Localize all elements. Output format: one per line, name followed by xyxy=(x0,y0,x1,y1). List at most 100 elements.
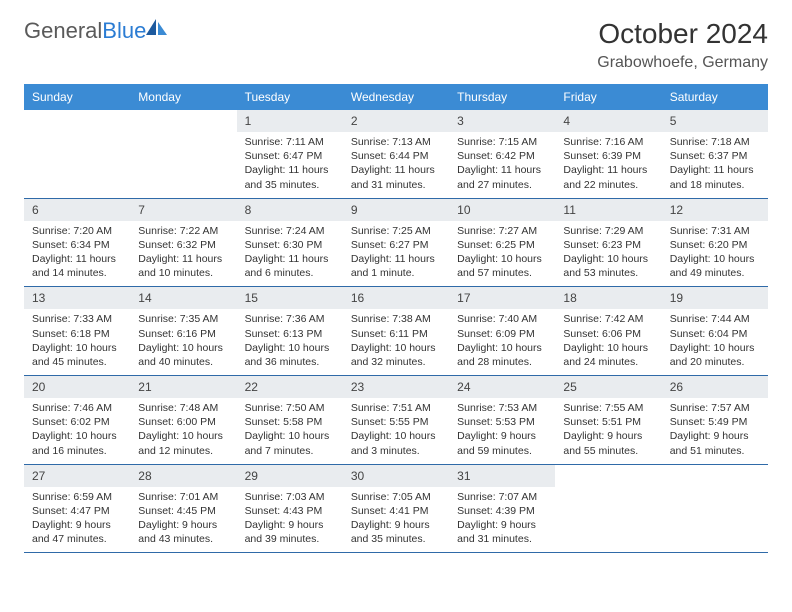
day-header: Saturday xyxy=(662,84,768,110)
logo-part1: General xyxy=(24,18,102,43)
day-cell: 10Sunrise: 7:27 AMSunset: 6:25 PMDayligh… xyxy=(449,199,555,287)
header: GeneralBlue October 2024 Grabowhoefe, Ge… xyxy=(24,18,768,72)
day-info: Sunrise: 7:53 AMSunset: 5:53 PMDaylight:… xyxy=(449,398,555,464)
day-cell xyxy=(24,110,130,198)
day-cell: 30Sunrise: 7:05 AMSunset: 4:41 PMDayligh… xyxy=(343,465,449,553)
week-row: 13Sunrise: 7:33 AMSunset: 6:18 PMDayligh… xyxy=(24,287,768,376)
day-cell: 29Sunrise: 7:03 AMSunset: 4:43 PMDayligh… xyxy=(237,465,343,553)
logo-sail-icon xyxy=(146,19,168,37)
day-info: Sunrise: 7:36 AMSunset: 6:13 PMDaylight:… xyxy=(237,309,343,375)
day-cell: 14Sunrise: 7:35 AMSunset: 6:16 PMDayligh… xyxy=(130,287,236,375)
day-cell xyxy=(555,465,661,553)
day-info: Sunrise: 7:13 AMSunset: 6:44 PMDaylight:… xyxy=(343,132,449,198)
day-number: 4 xyxy=(555,110,661,132)
day-info: Sunrise: 7:42 AMSunset: 6:06 PMDaylight:… xyxy=(555,309,661,375)
location: Grabowhoefe, Germany xyxy=(597,54,768,72)
day-cell: 22Sunrise: 7:50 AMSunset: 5:58 PMDayligh… xyxy=(237,376,343,464)
day-number: 15 xyxy=(237,287,343,309)
day-info: Sunrise: 7:51 AMSunset: 5:55 PMDaylight:… xyxy=(343,398,449,464)
day-cell: 1Sunrise: 7:11 AMSunset: 6:47 PMDaylight… xyxy=(237,110,343,198)
day-number: 31 xyxy=(449,465,555,487)
day-header: Thursday xyxy=(449,84,555,110)
week-row: 20Sunrise: 7:46 AMSunset: 6:02 PMDayligh… xyxy=(24,376,768,465)
week-row: 27Sunrise: 6:59 AMSunset: 4:47 PMDayligh… xyxy=(24,465,768,554)
day-info: Sunrise: 7:01 AMSunset: 4:45 PMDaylight:… xyxy=(130,487,236,553)
title-block: October 2024 Grabowhoefe, Germany xyxy=(597,18,768,72)
day-number: 3 xyxy=(449,110,555,132)
day-info: Sunrise: 7:20 AMSunset: 6:34 PMDaylight:… xyxy=(24,221,130,287)
day-info: Sunrise: 7:03 AMSunset: 4:43 PMDaylight:… xyxy=(237,487,343,553)
day-info: Sunrise: 7:50 AMSunset: 5:58 PMDaylight:… xyxy=(237,398,343,464)
day-cell: 16Sunrise: 7:38 AMSunset: 6:11 PMDayligh… xyxy=(343,287,449,375)
calendar: SundayMondayTuesdayWednesdayThursdayFrid… xyxy=(24,84,768,553)
day-cell: 8Sunrise: 7:24 AMSunset: 6:30 PMDaylight… xyxy=(237,199,343,287)
day-number: 14 xyxy=(130,287,236,309)
day-info: Sunrise: 7:25 AMSunset: 6:27 PMDaylight:… xyxy=(343,221,449,287)
day-number: 18 xyxy=(555,287,661,309)
day-cell: 27Sunrise: 6:59 AMSunset: 4:47 PMDayligh… xyxy=(24,465,130,553)
day-number: 7 xyxy=(130,199,236,221)
day-number: 23 xyxy=(343,376,449,398)
day-info: Sunrise: 7:07 AMSunset: 4:39 PMDaylight:… xyxy=(449,487,555,553)
day-number: 21 xyxy=(130,376,236,398)
day-cell: 24Sunrise: 7:53 AMSunset: 5:53 PMDayligh… xyxy=(449,376,555,464)
day-number: 17 xyxy=(449,287,555,309)
day-info: Sunrise: 7:57 AMSunset: 5:49 PMDaylight:… xyxy=(662,398,768,464)
day-cell: 26Sunrise: 7:57 AMSunset: 5:49 PMDayligh… xyxy=(662,376,768,464)
day-cell: 19Sunrise: 7:44 AMSunset: 6:04 PMDayligh… xyxy=(662,287,768,375)
day-cell: 11Sunrise: 7:29 AMSunset: 6:23 PMDayligh… xyxy=(555,199,661,287)
day-number: 27 xyxy=(24,465,130,487)
day-cell: 21Sunrise: 7:48 AMSunset: 6:00 PMDayligh… xyxy=(130,376,236,464)
day-number: 13 xyxy=(24,287,130,309)
day-info: Sunrise: 7:48 AMSunset: 6:00 PMDaylight:… xyxy=(130,398,236,464)
day-cell: 25Sunrise: 7:55 AMSunset: 5:51 PMDayligh… xyxy=(555,376,661,464)
day-info: Sunrise: 7:16 AMSunset: 6:39 PMDaylight:… xyxy=(555,132,661,198)
weeks-container: 1Sunrise: 7:11 AMSunset: 6:47 PMDaylight… xyxy=(24,110,768,553)
day-number: 22 xyxy=(237,376,343,398)
day-info: Sunrise: 7:29 AMSunset: 6:23 PMDaylight:… xyxy=(555,221,661,287)
day-cell: 31Sunrise: 7:07 AMSunset: 4:39 PMDayligh… xyxy=(449,465,555,553)
day-number: 24 xyxy=(449,376,555,398)
day-info: Sunrise: 7:05 AMSunset: 4:41 PMDaylight:… xyxy=(343,487,449,553)
day-header: Sunday xyxy=(24,84,130,110)
day-info: Sunrise: 7:11 AMSunset: 6:47 PMDaylight:… xyxy=(237,132,343,198)
logo-text: GeneralBlue xyxy=(24,18,146,44)
day-info: Sunrise: 7:33 AMSunset: 6:18 PMDaylight:… xyxy=(24,309,130,375)
day-info: Sunrise: 6:59 AMSunset: 4:47 PMDaylight:… xyxy=(24,487,130,553)
day-info: Sunrise: 7:38 AMSunset: 6:11 PMDaylight:… xyxy=(343,309,449,375)
day-number: 26 xyxy=(662,376,768,398)
logo: GeneralBlue xyxy=(24,18,168,44)
day-cell: 18Sunrise: 7:42 AMSunset: 6:06 PMDayligh… xyxy=(555,287,661,375)
day-number: 16 xyxy=(343,287,449,309)
day-number: 29 xyxy=(237,465,343,487)
day-info: Sunrise: 7:15 AMSunset: 6:42 PMDaylight:… xyxy=(449,132,555,198)
day-cell: 15Sunrise: 7:36 AMSunset: 6:13 PMDayligh… xyxy=(237,287,343,375)
day-number: 12 xyxy=(662,199,768,221)
day-cell: 12Sunrise: 7:31 AMSunset: 6:20 PMDayligh… xyxy=(662,199,768,287)
day-header: Friday xyxy=(555,84,661,110)
day-info: Sunrise: 7:31 AMSunset: 6:20 PMDaylight:… xyxy=(662,221,768,287)
day-cell: 7Sunrise: 7:22 AMSunset: 6:32 PMDaylight… xyxy=(130,199,236,287)
day-number: 9 xyxy=(343,199,449,221)
day-info: Sunrise: 7:24 AMSunset: 6:30 PMDaylight:… xyxy=(237,221,343,287)
day-number: 25 xyxy=(555,376,661,398)
day-cell: 5Sunrise: 7:18 AMSunset: 6:37 PMDaylight… xyxy=(662,110,768,198)
day-number: 5 xyxy=(662,110,768,132)
day-number: 19 xyxy=(662,287,768,309)
day-cell: 9Sunrise: 7:25 AMSunset: 6:27 PMDaylight… xyxy=(343,199,449,287)
day-number: 6 xyxy=(24,199,130,221)
day-cell: 28Sunrise: 7:01 AMSunset: 4:45 PMDayligh… xyxy=(130,465,236,553)
day-number: 28 xyxy=(130,465,236,487)
day-number: 11 xyxy=(555,199,661,221)
day-cell: 20Sunrise: 7:46 AMSunset: 6:02 PMDayligh… xyxy=(24,376,130,464)
day-info: Sunrise: 7:18 AMSunset: 6:37 PMDaylight:… xyxy=(662,132,768,198)
logo-part2: Blue xyxy=(102,18,146,43)
day-cell: 6Sunrise: 7:20 AMSunset: 6:34 PMDaylight… xyxy=(24,199,130,287)
day-info: Sunrise: 7:44 AMSunset: 6:04 PMDaylight:… xyxy=(662,309,768,375)
month-title: October 2024 xyxy=(597,18,768,50)
day-cell: 2Sunrise: 7:13 AMSunset: 6:44 PMDaylight… xyxy=(343,110,449,198)
day-number: 10 xyxy=(449,199,555,221)
day-number: 30 xyxy=(343,465,449,487)
day-info: Sunrise: 7:27 AMSunset: 6:25 PMDaylight:… xyxy=(449,221,555,287)
day-cell: 23Sunrise: 7:51 AMSunset: 5:55 PMDayligh… xyxy=(343,376,449,464)
